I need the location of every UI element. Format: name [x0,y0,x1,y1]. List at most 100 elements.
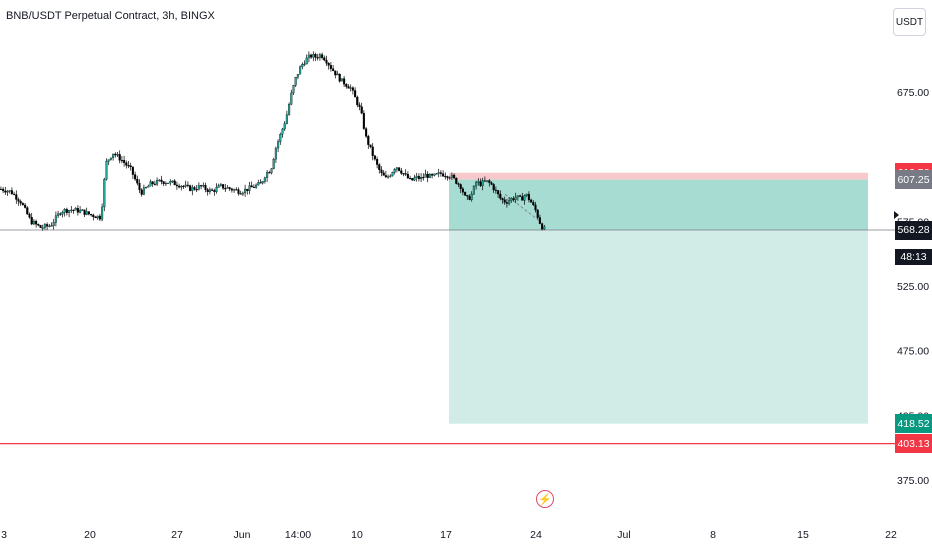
candle-body [112,153,115,159]
candle [508,197,511,206]
candle [488,179,491,187]
candle-body [380,169,383,173]
candle-body [431,174,434,176]
candle [323,55,326,62]
candle [202,182,205,188]
candle-body [15,194,18,200]
candle [32,219,35,226]
candle-body [255,184,258,188]
candle-body [360,106,363,114]
candle-body [281,128,284,135]
candle-body [310,54,313,58]
candle [279,132,282,145]
candle-body [204,185,207,190]
candle-body [57,213,60,216]
candle-body [516,195,519,198]
candle [70,206,73,213]
candle-body [35,221,38,225]
candle-body [424,173,427,178]
candle [530,198,533,203]
candle [380,166,383,177]
candle-body [404,173,407,175]
chart-title: BNB/USDT Perpetual Contract, 3h, BINGX [6,10,215,22]
candle [338,73,341,83]
candle [466,194,469,200]
candle [6,189,9,196]
candle-body [94,216,97,219]
candle-body [384,175,387,178]
candle [274,146,277,163]
candle [343,75,346,88]
candle [499,190,502,201]
candle-body [442,173,445,177]
candle-body [222,184,225,189]
candle [74,207,77,211]
candle-body [8,190,11,192]
candle-body [105,160,108,180]
candle-body [28,213,31,218]
candle [327,62,330,70]
candle-body [538,217,541,224]
candle [299,65,302,75]
candle [285,110,288,125]
candle [263,176,266,184]
candle-body [488,180,491,183]
candle-body [325,59,328,64]
candle [316,53,319,61]
candle-body [96,215,99,219]
candle [250,181,253,188]
lightning-icon[interactable]: ⚡ [536,490,554,508]
candle [241,191,244,197]
candle [505,198,508,208]
candle [191,184,194,196]
candle-body [446,176,449,178]
candle-body [68,210,71,213]
candle-body [147,185,150,188]
candle [450,172,453,181]
candle-body [457,183,460,185]
candle [334,70,337,79]
candle-body [230,188,233,191]
candle-body [358,104,361,107]
candle-body [116,154,119,156]
candle [10,187,13,195]
candle [81,209,84,211]
time-axis[interactable]: 3 20 27 Jun 14:00 10 17 24 Jul 8 15 22 [1,529,897,541]
candle-body [351,87,354,91]
candle [189,184,192,192]
candle [17,197,20,206]
candle [248,181,251,195]
candle [175,181,178,190]
candle [131,166,134,179]
candle [501,197,504,204]
candle-body [472,185,475,195]
candle [50,222,53,227]
candle [329,62,332,72]
candle [459,183,462,194]
candle-body [37,224,40,226]
candle-body [226,187,229,189]
candle [395,167,398,173]
x-tick-label: 15 [797,529,809,541]
candle-body [312,54,315,58]
candle-body [162,181,165,184]
candle [246,188,249,195]
candle [103,177,106,212]
candle [109,157,112,161]
candle-body [81,209,84,211]
candle-body [2,188,5,192]
candle-body [160,179,163,182]
candle [125,160,128,169]
currency-button[interactable]: USDT [893,8,926,36]
candle [398,167,401,172]
x-tick-label: 24 [530,529,542,541]
candle [393,168,396,175]
candle [543,224,546,230]
candle [145,186,148,189]
candle [437,168,440,178]
candle-body [191,187,194,191]
position-zones [449,172,868,424]
candle-body [369,144,372,147]
candle [15,190,18,204]
